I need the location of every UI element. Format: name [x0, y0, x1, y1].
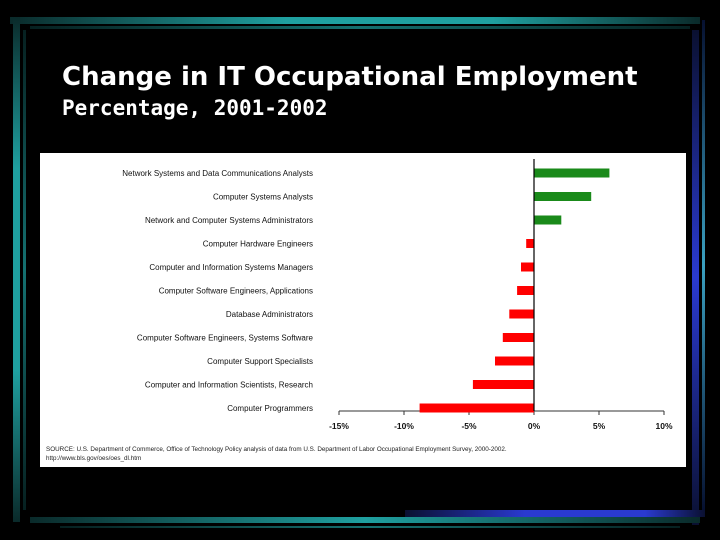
left-decorative-bar — [13, 17, 20, 522]
category-label: Database Administrators — [226, 310, 313, 319]
category-label: Computer Support Specialists — [207, 357, 313, 366]
chart-panel: -15% -10% -5% 0% 5% 10% Network Systems and Da… — [40, 153, 686, 467]
slide-subtitle: Percentage, 2001-2002 — [62, 96, 328, 120]
bar-chart: -15% -10% -5% 0% 5% 10% Network Systems and Da… — [122, 159, 673, 431]
top-decorative-bar-thin — [30, 26, 690, 29]
category-label: Computer Hardware Engineers — [203, 240, 313, 249]
source-url: http://www.bls.gov/oes/oes_dl.htm — [46, 455, 142, 462]
category-label: Computer Systems Analysts — [213, 193, 313, 202]
bottom-decorative-bar-thin — [60, 526, 680, 528]
category-label: Computer and Information Scientists, Res… — [145, 381, 313, 390]
bar — [534, 192, 592, 201]
category-label: Computer Programmers — [227, 404, 313, 413]
bar — [517, 286, 534, 295]
category-label: Network Systems and Data Communications … — [122, 169, 313, 178]
slide-title: Change in IT Occupational Employment — [62, 62, 638, 92]
x-tick-label: -15% — [329, 421, 349, 431]
right-decorative-bar — [692, 30, 699, 525]
x-tick-label: 10% — [655, 421, 672, 431]
bar — [472, 380, 534, 389]
category-label: Computer and Information Systems Manager… — [149, 263, 313, 272]
bar — [419, 403, 534, 413]
bar — [534, 168, 610, 178]
source-note: SOURCE: U.S. Department of Commerce, Off… — [46, 445, 666, 463]
bar — [502, 333, 534, 342]
top-decorative-bar — [10, 17, 700, 24]
x-tick-label: -5% — [461, 421, 477, 431]
category-label: Network and Computer Systems Administrat… — [145, 216, 313, 225]
bar — [509, 309, 534, 319]
bottom-decorative-bar-accent — [405, 510, 705, 517]
category-label: Computer Software Engineers, Application… — [159, 287, 313, 296]
x-tick-label: 5% — [593, 421, 606, 431]
source-line: SOURCE: U.S. Department of Commerce, Off… — [46, 446, 507, 453]
bar — [534, 215, 562, 225]
bar — [521, 262, 534, 272]
x-tick-label: -10% — [394, 421, 414, 431]
bar — [495, 356, 534, 366]
x-tick-label: 0% — [528, 421, 541, 431]
bottom-decorative-bar — [30, 517, 700, 523]
category-label: Computer Software Engineers, Systems Sof… — [137, 334, 314, 343]
right-decorative-bar-thin — [702, 20, 705, 510]
bar — [526, 239, 534, 248]
left-decorative-bar-thin — [23, 30, 26, 510]
